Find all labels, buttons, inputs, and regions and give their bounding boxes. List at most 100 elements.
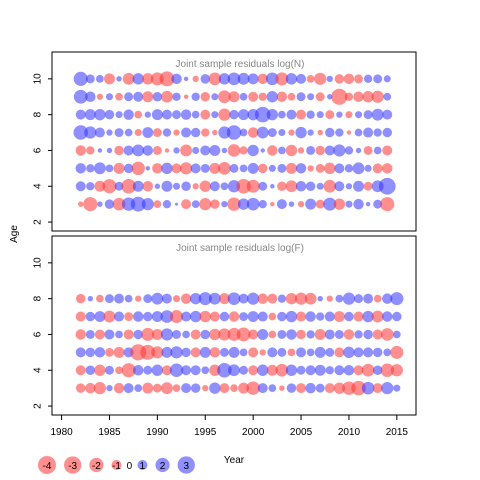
bubble-age5-year2009 <box>334 163 345 174</box>
legend-label: 2 <box>160 461 166 472</box>
bubble-age10-year2006 <box>306 74 315 83</box>
bubble-age10-year1989 <box>142 73 154 85</box>
bubble-age7-year1989 <box>142 127 154 139</box>
legend-bubble <box>111 460 122 470</box>
bubble-age8-year1989 <box>144 111 151 118</box>
bubble-age7-year2009 <box>335 128 344 137</box>
bubble-age4-year1999 <box>239 365 249 375</box>
bubble-age7-year1999 <box>239 312 249 322</box>
bubble-age10-year1991 <box>159 71 175 87</box>
y-tick-label: 4 <box>33 183 44 189</box>
bubble-age5-year1998 <box>228 346 240 358</box>
bubble-age6-year1994 <box>190 329 201 340</box>
bubble-age3-year1998 <box>230 384 238 393</box>
bubble-age5-year1999 <box>239 164 248 173</box>
bubble-age9-year1988 <box>133 91 144 102</box>
bubble-age9-year2012 <box>362 91 374 103</box>
bubble-age4-year1994 <box>192 183 199 190</box>
bubble-age6-year1986 <box>114 145 124 156</box>
bubble-age9-year1992 <box>172 92 181 101</box>
bubble-age10-year2009 <box>334 74 345 84</box>
bubble-age5-year2006 <box>306 348 315 357</box>
bubble-age5-year1994 <box>190 347 201 358</box>
bubble-age7-year2005 <box>295 126 307 139</box>
bubble-age8-year2007 <box>317 295 323 302</box>
bubble-age8-year2015 <box>390 292 404 306</box>
bubble-age6-year1988 <box>133 329 143 340</box>
bubble-age3-year1990 <box>152 383 162 393</box>
bubble-age6-year2014 <box>382 145 393 156</box>
bubble-age6-year1998 <box>227 327 241 341</box>
bubble-age6-year2007 <box>314 328 326 340</box>
panel-log-f-title: Joint sample residuals log(F) <box>176 243 304 254</box>
bubble-age6-year1990 <box>151 328 163 340</box>
bubble-age5-year2000 <box>247 162 259 174</box>
bubble-age10-year1999 <box>237 72 250 85</box>
bubble-age7-year2014 <box>382 127 393 138</box>
bubble-age8-year2012 <box>363 110 373 120</box>
legend-label: 0 <box>127 461 133 472</box>
bubble-age8-year1999 <box>238 293 249 304</box>
x-tick-label: 2000 <box>242 427 265 438</box>
bubble-age8-year1990 <box>151 292 164 305</box>
bubble-age8-year2002 <box>267 293 278 304</box>
x-axis-title: Year <box>224 455 245 466</box>
bubble-age8-year1992 <box>172 295 181 303</box>
panel-log-n: Joint sample residuals log(N) 2 4 6 8 10 <box>33 51 417 232</box>
bubble-age8-year2013 <box>371 108 384 121</box>
bubble-age6-year1983 <box>86 146 95 155</box>
bubble-age5-year1982 <box>75 347 86 358</box>
bubble-age10-year2001 <box>257 73 268 85</box>
bubble-age4-year1996 <box>209 181 220 192</box>
bubble-age7-year2013 <box>373 128 382 137</box>
bubble-age6-year1983 <box>85 329 95 339</box>
bubble-age8-year1995 <box>198 292 212 306</box>
bubble-age7-year2010 <box>344 311 354 322</box>
bubble-age7-year2001 <box>256 126 269 139</box>
bubble-age10-year1988 <box>132 73 144 85</box>
x-tick-label: 1980 <box>50 427 73 438</box>
bubble-age7-year2007 <box>316 312 325 321</box>
bubble-age7-year2004 <box>285 310 298 323</box>
bubble-age4-year1995 <box>199 180 211 192</box>
bubble-age3-year2012 <box>361 381 375 395</box>
bubble-age7-year2011 <box>353 311 364 322</box>
bubble-age4-year1988 <box>132 180 144 192</box>
bubble-age6-year2005 <box>296 329 306 340</box>
bubble-age4-year1991 <box>161 180 173 192</box>
bubble-age7-year1992 <box>170 310 184 324</box>
bubble-age5-year1983 <box>86 164 95 173</box>
bubble-age5-year2005 <box>296 347 307 358</box>
bubble-age4-year1987 <box>121 179 136 194</box>
bubble-age3-year1984 <box>97 201 103 207</box>
bubble-age9-year1987 <box>124 92 134 102</box>
bubble-age3-year2000 <box>246 197 260 211</box>
bubble-age7-year1996 <box>212 129 218 136</box>
bubble-age7-year1991 <box>160 310 174 323</box>
bubble-age6-year2007 <box>315 145 325 156</box>
bubble-age7-year1985 <box>106 129 113 136</box>
bubble-age9-year1989 <box>142 91 154 103</box>
bubble-age8-year2000 <box>247 292 260 305</box>
bubble-age8-year1984 <box>96 294 104 303</box>
bubble-age8-year1983 <box>87 295 94 302</box>
bubble-age6-year1989 <box>142 145 154 156</box>
bubble-age7-year1984 <box>94 127 105 138</box>
bubble-age5-year1998 <box>229 163 239 173</box>
bubble-age3-year1995 <box>199 198 212 211</box>
bubble-age5-year1986 <box>113 346 125 358</box>
legend-bubble <box>137 460 148 470</box>
bubble-age8-year2005 <box>296 109 307 120</box>
bubble-age8-year1986 <box>114 293 125 304</box>
bubble-age10-year2007 <box>314 72 327 85</box>
bubble-age7-year1983 <box>84 126 97 139</box>
x-tick-label: 1995 <box>194 427 217 438</box>
bubble-age5-year2013 <box>372 347 383 358</box>
bubble-age3-year2011 <box>353 198 364 210</box>
bubble-age5-year2003 <box>277 163 287 173</box>
bubble-age4-year1993 <box>181 365 192 376</box>
bubble-age6-year1999 <box>239 146 248 155</box>
bubble-age3-year2006 <box>305 198 317 210</box>
bubble-age7-year1987 <box>124 312 134 322</box>
bubble-age8-year2011 <box>354 294 363 304</box>
